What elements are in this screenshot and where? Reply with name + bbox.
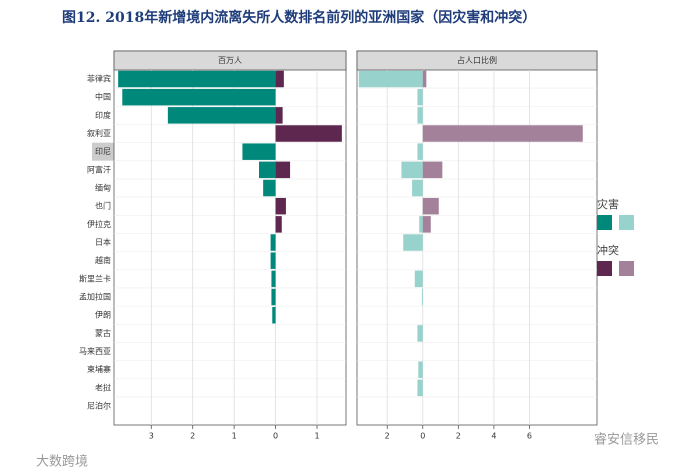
bar: [403, 234, 423, 251]
bar: [167, 107, 276, 124]
bar: [122, 88, 276, 106]
category-label: 印尼: [95, 147, 111, 156]
watermark: 大数跨境: [36, 455, 88, 470]
bar: [118, 70, 276, 88]
legend-swatch: [619, 215, 634, 230]
category-label: 中国: [95, 92, 111, 102]
bar: [419, 216, 423, 233]
category-label: 伊朗: [95, 310, 111, 320]
x-tick-label: 1: [314, 432, 319, 441]
bar: [417, 379, 423, 397]
bar: [401, 161, 423, 179]
label-highlight: [92, 142, 114, 161]
panel-header: [113, 50, 347, 71]
category-label: 越南: [95, 255, 111, 265]
category-label: 缅甸: [95, 183, 111, 193]
category-label: 叙利亚: [87, 128, 111, 138]
x-tick-label: 2: [456, 432, 461, 441]
bar: [412, 179, 423, 197]
bar: [417, 143, 423, 160]
bar: [275, 70, 284, 88]
bar: [422, 161, 443, 179]
category-label: 孟加拉国: [79, 292, 111, 302]
bar: [263, 179, 276, 197]
category-label: 阿富汗: [87, 164, 111, 174]
bar: [422, 70, 427, 88]
x-tick-label: 4: [491, 432, 496, 441]
category-label: 斯里兰卡: [79, 273, 111, 283]
x-tick-label: 6: [527, 432, 532, 441]
category-label: 印度: [95, 110, 111, 120]
legend-swatch: [597, 215, 612, 230]
bar: [417, 325, 423, 342]
panel: [113, 50, 347, 426]
bar: [275, 107, 283, 124]
watermark: 睿安信移民: [594, 433, 659, 448]
bar: [358, 70, 423, 88]
x-tick-label: 0: [273, 432, 278, 441]
bar: [421, 288, 423, 306]
bar: [275, 197, 286, 215]
bar: [275, 161, 291, 179]
x-tick-label: 1: [232, 432, 237, 441]
category-label: 也门: [95, 201, 111, 211]
category-label: 柬埔寨: [87, 364, 111, 374]
legend-swatch: [619, 261, 634, 276]
bar: [271, 270, 276, 288]
chart-title: 图12. 2018年新增境内流离失所人数排名前列的亚洲国家（因灾害和冲突）: [62, 9, 536, 26]
bar: [422, 216, 431, 233]
bar: [259, 161, 276, 179]
panel: [356, 50, 598, 426]
category-label: 日本: [95, 237, 111, 247]
bar: [242, 143, 276, 160]
category-label: 尼泊尔: [87, 401, 111, 411]
bar: [417, 107, 423, 124]
bar: [422, 125, 583, 142]
category-label: 伊拉克: [87, 219, 111, 229]
category-label: 菲律宾: [87, 74, 111, 84]
legend-label: 灾害: [597, 197, 619, 211]
bar: [270, 252, 276, 269]
panel-title: 百万人: [218, 56, 242, 65]
panel-header: [356, 50, 598, 71]
bar: [275, 216, 282, 233]
x-tick-label: 0: [420, 432, 425, 441]
bar: [414, 270, 423, 288]
panel-title: 占人口比例: [457, 55, 497, 65]
bar: [271, 288, 276, 306]
category-label: 马来西亚: [79, 347, 111, 356]
legend-label: 冲突: [597, 243, 619, 257]
legend-swatch: [597, 261, 612, 276]
bar: [270, 234, 276, 251]
x-tick-label: 3: [149, 432, 154, 441]
bar: [418, 361, 423, 378]
x-tick-label: 2: [385, 432, 390, 441]
x-tick-label: 2: [190, 432, 195, 441]
category-label: 老挝: [95, 382, 111, 392]
category-label: 蒙古: [95, 328, 111, 338]
bar: [417, 88, 423, 106]
bar: [422, 197, 439, 215]
bar: [272, 306, 276, 324]
bar: [275, 125, 342, 142]
